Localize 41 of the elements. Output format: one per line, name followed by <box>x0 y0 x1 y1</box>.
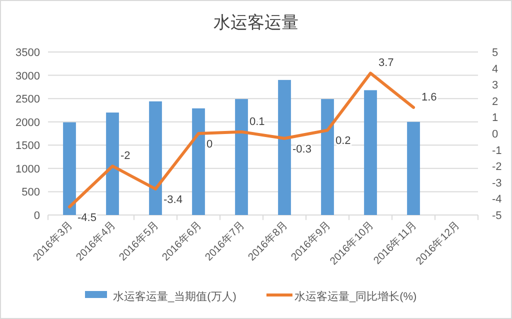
bar <box>63 122 76 215</box>
y-tick-label: 2500 <box>16 94 40 106</box>
y-tick-label: 3500 <box>16 47 40 59</box>
y2-tick-label: 1 <box>492 112 498 124</box>
bar <box>407 122 420 215</box>
y2-tick-label: -4 <box>492 194 502 206</box>
y-tick-label: 2000 <box>16 116 40 129</box>
y2-tick-label: 0 <box>492 128 498 140</box>
y2-tick-label: -5 <box>492 210 502 222</box>
chart-title: 水运客运量 <box>214 13 298 32</box>
line-series <box>68 72 415 208</box>
data-label: 0.1 <box>250 116 265 128</box>
bar <box>364 90 377 215</box>
y2-tick-label: -2 <box>492 161 502 174</box>
y-tick-label: 1500 <box>16 140 40 152</box>
data-label: -0.3 <box>292 143 312 156</box>
bar <box>106 112 119 215</box>
legend-label: 水运客运量_同比增长(%) <box>294 290 417 303</box>
y2-tick-label: 4 <box>492 63 498 76</box>
legend-label: 水运客运量_当期值(万人) <box>113 290 236 303</box>
bar <box>321 99 334 215</box>
y-tick-label: 0 <box>34 210 40 222</box>
data-label: -4.5 <box>78 212 96 224</box>
y2-tick-label: 3 <box>492 80 498 92</box>
y2-tick-label: 5 <box>492 47 498 59</box>
bar <box>192 108 205 215</box>
data-label: 1.6 <box>422 91 437 104</box>
data-label: 0.2 <box>336 135 351 148</box>
y-tick-label: 1000 <box>16 163 40 176</box>
data-label: 3.7 <box>378 57 394 70</box>
data-label: 0 <box>206 138 213 150</box>
y2-tick-label: -1 <box>492 144 502 157</box>
data-label: -2 <box>120 150 130 162</box>
y-tick-label: 500 <box>22 186 40 199</box>
bar <box>149 101 162 215</box>
data-label: -3.4 <box>164 194 182 206</box>
y-tick-label: 3000 <box>16 70 40 82</box>
y2-tick-label: 2 <box>492 96 498 108</box>
bar <box>278 80 291 215</box>
bar <box>235 99 248 215</box>
y2-tick-label: -3 <box>492 177 502 190</box>
